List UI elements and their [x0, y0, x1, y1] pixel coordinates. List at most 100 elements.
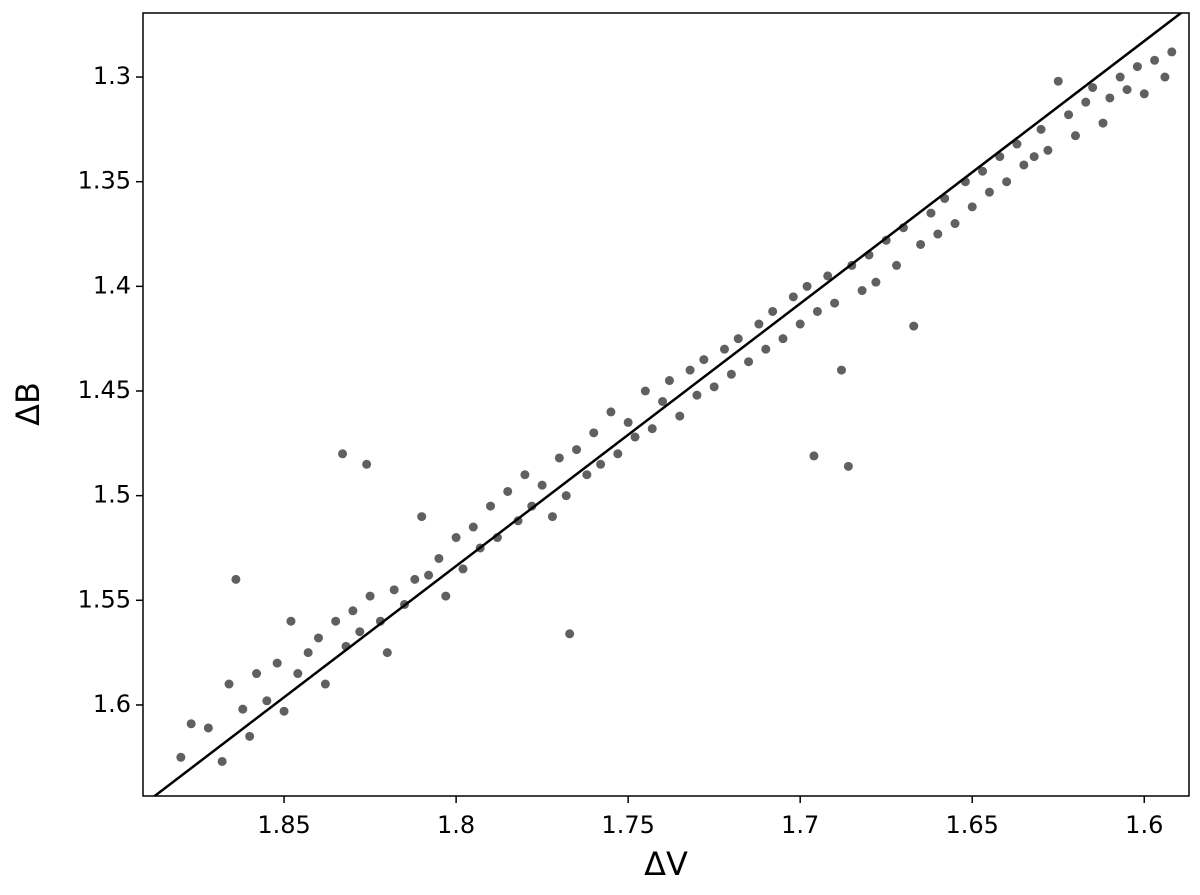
point	[726, 369, 736, 379]
point	[468, 522, 478, 532]
point	[331, 616, 341, 626]
point	[217, 756, 227, 766]
point	[286, 616, 296, 626]
point	[1139, 89, 1149, 99]
point	[613, 449, 623, 459]
x-tick-label: 1.6	[1125, 811, 1163, 839]
point	[881, 235, 891, 245]
point	[547, 512, 557, 522]
point	[1081, 97, 1091, 107]
point	[1043, 145, 1053, 155]
point	[1036, 124, 1046, 134]
point	[596, 459, 606, 469]
point	[561, 491, 571, 501]
point	[658, 396, 668, 406]
point	[685, 365, 695, 375]
point	[1012, 139, 1022, 149]
point	[768, 306, 778, 316]
point	[857, 286, 867, 296]
point	[338, 449, 348, 459]
point	[365, 591, 375, 601]
point	[1019, 160, 1029, 170]
point	[788, 292, 798, 302]
point	[434, 553, 444, 563]
x-tick-label: 1.75	[601, 811, 654, 839]
point	[843, 461, 853, 471]
point	[451, 533, 461, 543]
point	[984, 187, 994, 197]
point	[572, 445, 582, 455]
point	[348, 606, 358, 616]
y-tick-label: 1.3	[93, 62, 131, 90]
point	[1070, 131, 1080, 141]
point	[417, 512, 427, 522]
point	[909, 321, 919, 331]
point	[623, 417, 633, 427]
point	[1160, 72, 1170, 82]
point	[458, 564, 468, 574]
point	[812, 306, 822, 316]
point	[303, 648, 313, 658]
point	[606, 407, 616, 417]
point	[823, 271, 833, 281]
point	[589, 428, 599, 438]
point	[1150, 55, 1160, 65]
y-tick-label: 1.55	[78, 585, 131, 613]
point	[830, 298, 840, 308]
point	[1088, 83, 1098, 93]
point	[231, 574, 241, 584]
x-tick-label: 1.7	[781, 811, 819, 839]
point	[186, 719, 196, 729]
point	[978, 166, 988, 176]
y-tick-label: 1.6	[93, 690, 131, 718]
point	[1053, 76, 1063, 86]
point	[382, 648, 392, 658]
y-tick-label: 1.35	[78, 167, 131, 195]
point	[1115, 72, 1125, 82]
point	[176, 752, 186, 762]
point	[1064, 110, 1074, 120]
point	[527, 501, 537, 511]
point	[1029, 152, 1039, 162]
point	[795, 319, 805, 329]
point	[647, 424, 657, 434]
point	[778, 334, 788, 344]
point	[916, 239, 926, 249]
point	[675, 411, 685, 421]
point	[441, 591, 451, 601]
point	[355, 627, 365, 637]
point	[692, 390, 702, 400]
point	[802, 281, 812, 291]
point	[967, 202, 977, 212]
point	[1122, 85, 1132, 95]
x-tick-label: 1.8	[437, 811, 475, 839]
point	[252, 669, 262, 679]
y-tick-label: 1.4	[93, 271, 131, 299]
point	[554, 453, 564, 463]
point	[224, 679, 234, 689]
point	[520, 470, 530, 480]
point	[1105, 93, 1115, 103]
point	[699, 355, 709, 365]
point	[709, 382, 719, 392]
point	[203, 723, 213, 733]
point	[272, 658, 282, 668]
point	[313, 633, 323, 643]
fit-line	[152, 13, 1183, 796]
point	[320, 679, 330, 689]
point	[503, 486, 513, 496]
point	[719, 344, 729, 354]
point	[933, 229, 943, 239]
point	[1132, 62, 1142, 72]
point	[424, 570, 434, 580]
point	[245, 731, 255, 741]
point	[362, 459, 372, 469]
point	[744, 357, 754, 367]
point	[1098, 118, 1108, 128]
point	[640, 386, 650, 396]
x-tick-label: 1.85	[257, 811, 310, 839]
point	[950, 219, 960, 229]
point	[892, 260, 902, 270]
